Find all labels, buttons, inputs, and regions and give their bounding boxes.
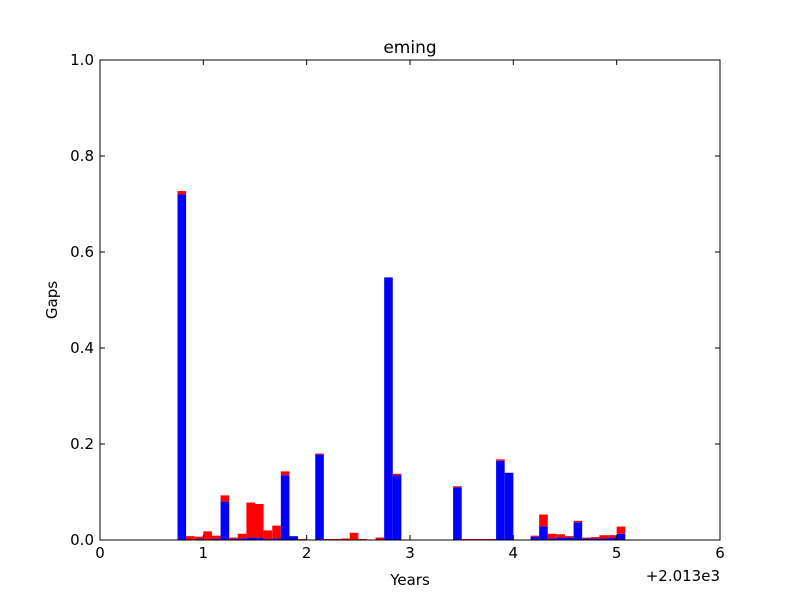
bar-series-0-8 [246,537,256,540]
bar-series-1-34 [556,534,566,538]
bar-series-1-38 [590,537,600,539]
x-axis-offset-label: +2.013e3 [646,567,720,585]
bar-series-1-23 [392,473,402,476]
bar-series-1-15 [315,453,324,455]
bar-series-0-13 [289,536,299,540]
bar-series-0-41 [616,533,626,540]
bar-series-0-7 [237,538,247,540]
bar-series-1-9 [255,504,264,538]
x-tick-label-5: 5 [612,544,622,562]
bar-series-1-36 [573,520,583,523]
bar-series-0-38 [590,538,600,540]
bar-series-0-15 [315,454,324,540]
bar-series-1-21 [375,537,385,540]
bar-series-0-33 [547,538,557,540]
bar-series-1-6 [229,537,238,540]
y-tick-label-2: 0.4 [70,339,94,357]
bar-series-0-29 [496,460,505,540]
x-tick-label-0: 0 [95,544,105,562]
bar-series-1-0 [177,191,187,195]
bar-series-1-31 [530,535,540,537]
bar-series-0-23 [392,475,402,540]
y-tick-label-4: 0.8 [70,147,94,165]
bar-series-1-5 [220,495,230,502]
bar-series-1-19 [349,532,359,540]
bar-series-1-41 [616,526,626,534]
bar-series-0-34 [556,537,566,540]
bar-series-1-10 [263,530,273,540]
y-axis-label: Gaps [43,281,61,319]
bar-series-1-29 [496,459,505,461]
x-tick-label-4: 4 [509,544,519,562]
bar-series-1-40 [608,535,617,538]
bar-series-1-12 [280,471,290,476]
x-axis-label: Years [389,571,430,589]
bar-series-0-35 [565,537,574,540]
bar-series-0-30 [504,472,514,540]
y-tick-label-0: 0.0 [70,531,94,549]
bar-series-1-24 [453,486,462,488]
bar-series-0-40 [608,537,617,540]
bar-series-1-33 [547,533,557,539]
bar-series-1-11 [272,525,281,539]
bar-series-0-36 [573,522,583,540]
y-tick-label-3: 0.6 [70,243,94,261]
bar-series-1-4 [211,535,221,540]
bar-series-1-18 [341,538,350,540]
bar-series-0-32 [539,526,548,540]
x-tick-label-3: 3 [405,544,415,562]
bar-series-1-8 [246,502,256,538]
bar-series-0-11 [272,538,281,540]
x-tick-label-1: 1 [199,544,209,562]
bar-series-1-7 [237,533,247,539]
bars-group [177,191,626,540]
ticks-group: 0 1 2 3 4 5 6 0.0 0.2 0.4 0.6 0.8 1.0 [70,51,725,562]
bar-series-1-2 [194,536,204,540]
bar-series-1-32 [539,514,548,527]
bar-series-0-12 [280,475,290,540]
chart-title: eming [383,38,436,58]
bar-series-0-9 [255,537,264,540]
y-tick-label-1: 0.2 [70,435,94,453]
x-tick-label-2: 2 [302,544,312,562]
bar-series-0-39 [599,538,609,540]
bar-series-1-35 [565,536,574,538]
bar-series-1-3 [203,531,212,540]
bar-series-1-37 [582,537,591,539]
bar-series-0-22 [384,277,393,540]
y-tick-label-5: 1.0 [70,51,94,69]
bar-series-0-5 [220,501,230,540]
bar-series-0-0 [177,194,187,540]
x-tick-label-6: 6 [715,544,725,562]
bar-series-1-39 [599,535,609,539]
bar-series-0-31 [530,536,540,540]
bar-series-0-37 [582,538,591,540]
bar-series-0-24 [453,487,462,540]
bar-series-1-1 [186,536,195,540]
